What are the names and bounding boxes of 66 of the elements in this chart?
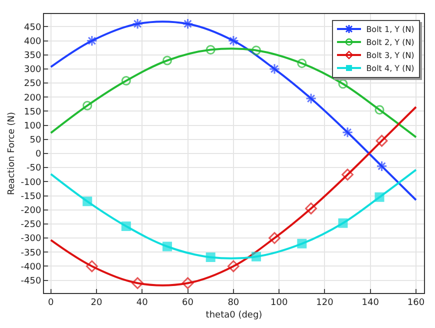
y-tick-label: -100 <box>20 178 42 188</box>
y-axis-title: Reaction Force (N) <box>7 112 18 195</box>
x-tick-label: 60 <box>182 298 194 308</box>
x-tick-label: 140 <box>362 298 380 308</box>
y-tick-label: 400 <box>24 36 42 47</box>
y-tick-label: 250 <box>24 79 42 90</box>
legend-label: Bolt 2, Y (N) <box>366 38 414 47</box>
y-tick-label: 200 <box>24 93 42 104</box>
point <box>162 56 172 66</box>
point <box>342 168 354 181</box>
y-tick-label: -400 <box>20 262 42 272</box>
point <box>121 76 131 86</box>
y-tick-label: -450 <box>20 276 42 286</box>
x-tick-label: 0 <box>48 298 54 308</box>
point <box>121 221 131 231</box>
x-tick-label: 160 <box>407 298 425 308</box>
point <box>227 260 240 272</box>
y-tick-label: -250 <box>20 220 42 230</box>
point <box>338 79 348 89</box>
point <box>305 93 317 104</box>
point <box>182 277 194 290</box>
point <box>82 196 92 206</box>
point <box>252 46 261 56</box>
y-tick-label: 350 <box>24 51 42 62</box>
point <box>305 202 317 214</box>
point <box>376 160 388 172</box>
y-tick-label: 450 <box>24 22 42 33</box>
point <box>206 45 216 55</box>
point <box>268 63 280 74</box>
point <box>206 252 216 262</box>
point <box>374 192 384 202</box>
x-tick-label: 100 <box>270 298 288 308</box>
point <box>86 260 98 272</box>
point <box>132 277 144 290</box>
point <box>132 18 144 30</box>
x-tick-label: 80 <box>228 298 240 308</box>
y-tick-label: 100 <box>24 121 42 132</box>
point <box>86 35 98 46</box>
point <box>297 58 307 68</box>
point <box>162 242 172 252</box>
legend-label: Bolt 3, Y (N) <box>366 50 414 60</box>
x-tick-label: 20 <box>90 298 102 308</box>
y-tick-label: -300 <box>20 234 42 244</box>
point <box>82 100 92 110</box>
y-tick-label: 0 <box>35 150 42 160</box>
point <box>376 134 388 147</box>
point <box>228 35 239 46</box>
point <box>297 238 307 248</box>
point <box>252 252 261 262</box>
y-tick-label: 50 <box>30 136 42 146</box>
point <box>268 232 280 244</box>
legend-label: Bolt 4, Y (N) <box>366 64 414 73</box>
x-tick-label: 40 <box>136 298 148 308</box>
y-tick-label: -350 <box>20 248 42 258</box>
point <box>374 105 384 115</box>
x-axis-title: theta0 (deg) <box>206 310 262 321</box>
x-tick-label: 120 <box>316 298 334 308</box>
point <box>338 218 348 228</box>
point <box>182 18 194 30</box>
y-tick-label: 300 <box>24 65 42 76</box>
y-tick-label: -50 <box>26 164 42 174</box>
point <box>342 126 354 138</box>
y-tick-label: -150 <box>20 192 42 202</box>
legend-label: Bolt 1, Y (N) <box>366 24 414 34</box>
y-tick-label: -200 <box>20 206 42 216</box>
y-tick-label: 150 <box>24 107 42 118</box>
